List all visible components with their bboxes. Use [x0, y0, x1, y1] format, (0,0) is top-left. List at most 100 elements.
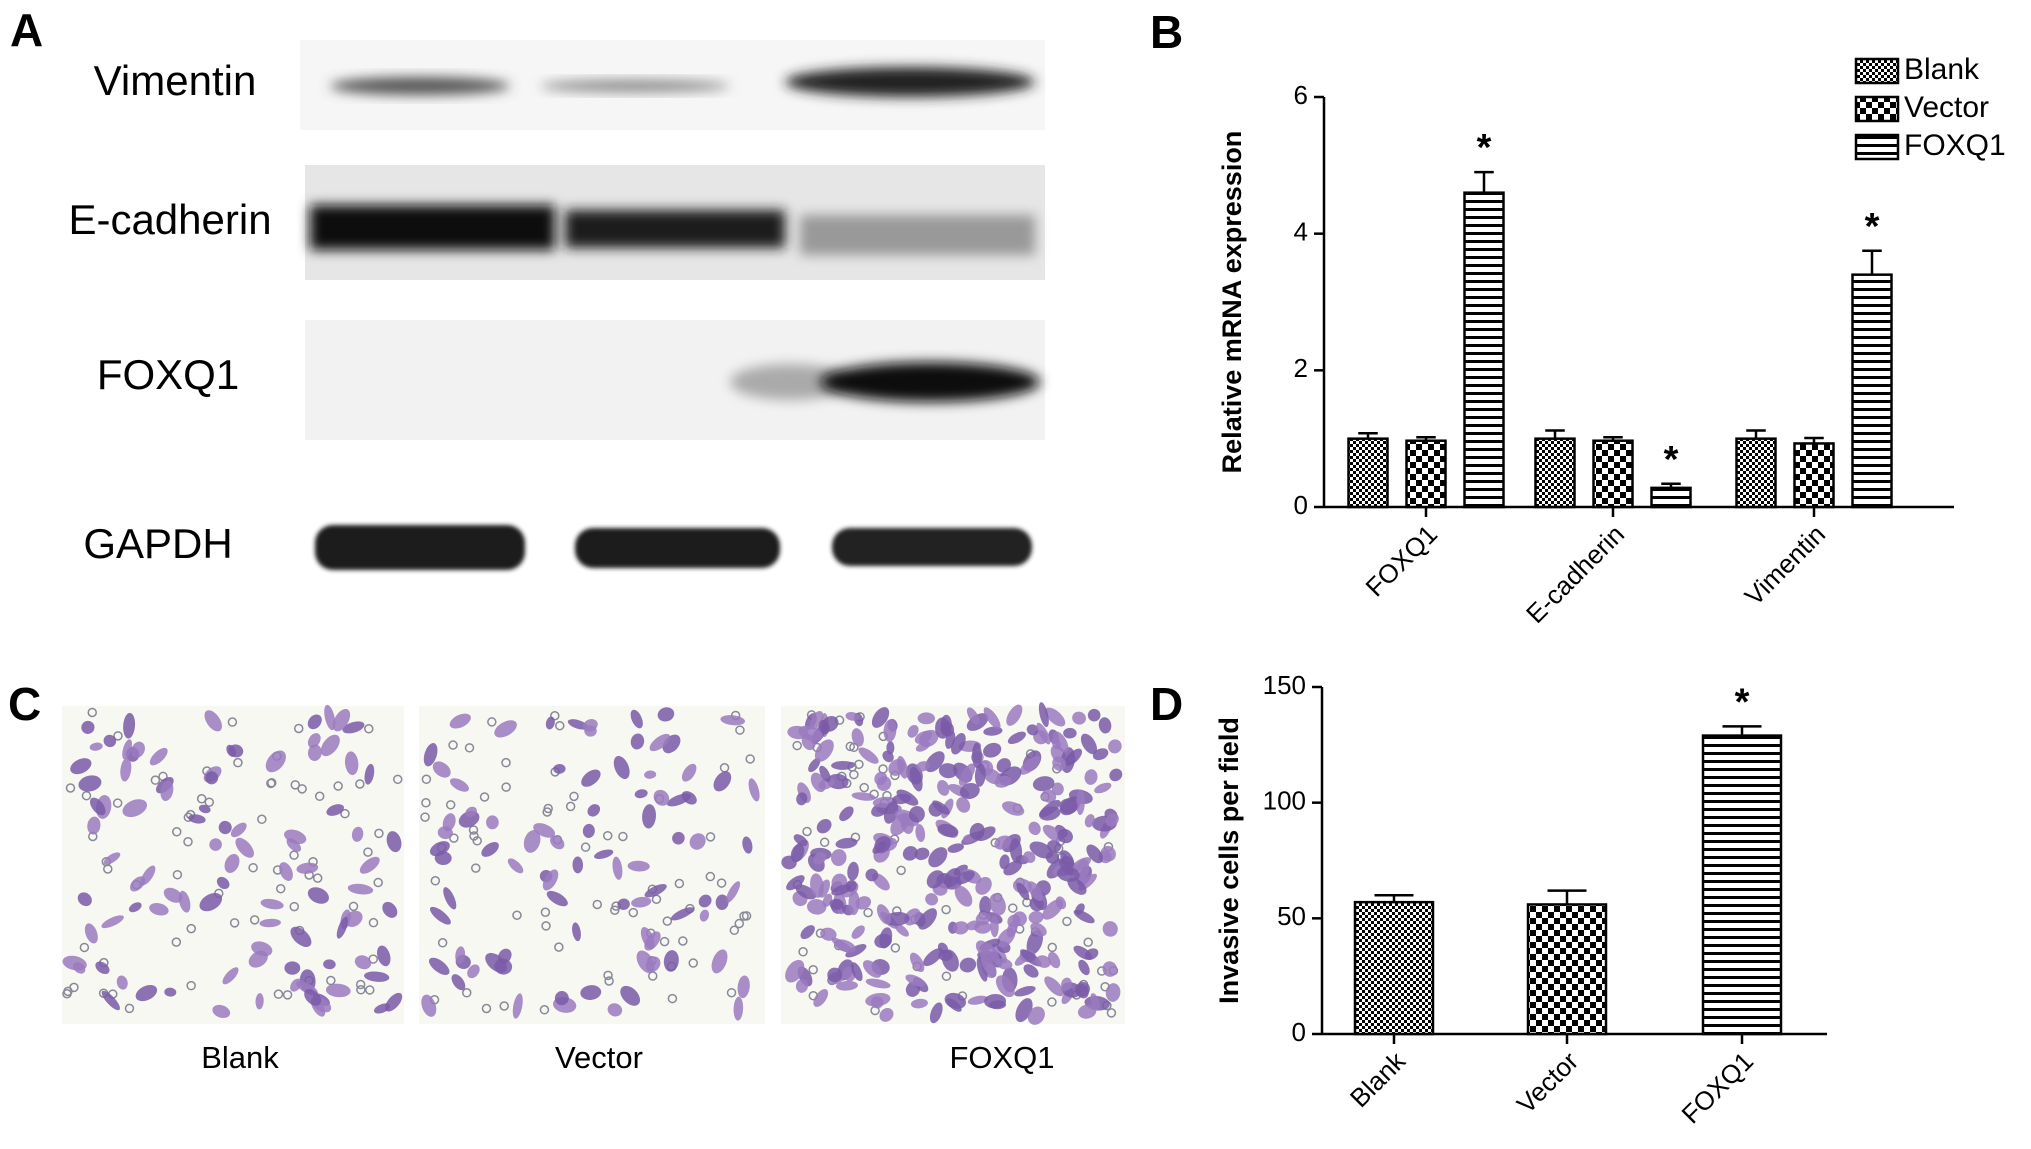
legend-swatch [1854, 133, 1900, 161]
cell [587, 804, 601, 817]
cell [205, 771, 219, 785]
pore [487, 717, 497, 727]
cell [974, 763, 986, 787]
cell [1019, 755, 1041, 775]
pore [314, 791, 325, 802]
cell [926, 870, 945, 889]
cell [831, 760, 855, 770]
error-bar [1545, 429, 1565, 439]
cell [1063, 727, 1077, 739]
pore [674, 878, 685, 889]
cell [834, 939, 856, 953]
cell [876, 904, 892, 925]
bar [1735, 437, 1777, 509]
cell [572, 856, 584, 874]
cell [883, 719, 897, 742]
error-bar [1722, 725, 1762, 736]
bar [1701, 734, 1783, 1036]
band [565, 210, 785, 248]
cell [627, 860, 650, 872]
cell [902, 846, 918, 861]
cell [851, 925, 865, 939]
cell [851, 792, 876, 801]
cell [122, 799, 148, 818]
cell [373, 1003, 391, 1014]
pore [355, 779, 365, 789]
cell [486, 815, 499, 830]
cell [581, 769, 601, 787]
cell [645, 956, 661, 973]
pore [355, 979, 366, 990]
cell [928, 847, 948, 868]
western-blot [300, 40, 1045, 570]
cell [958, 763, 976, 787]
band [820, 362, 1040, 402]
y-tick-label: 0 [1294, 490, 1308, 520]
cell [814, 739, 834, 762]
pore [819, 837, 830, 848]
cell [1059, 798, 1078, 814]
pore [667, 993, 678, 1004]
cell [916, 761, 930, 772]
pore [273, 989, 284, 999]
y-tick-label: 0 [1292, 1017, 1306, 1047]
cell [451, 974, 466, 991]
cell [149, 747, 168, 766]
y-tick-label: 6 [1294, 80, 1308, 110]
cell [711, 949, 728, 974]
pore [233, 757, 243, 768]
cell [871, 707, 890, 728]
cell [421, 994, 437, 1017]
pore [150, 775, 161, 785]
pore [798, 947, 808, 957]
cell [284, 961, 301, 975]
cell [546, 890, 568, 907]
cell [937, 823, 959, 838]
panel-label: C [8, 678, 41, 730]
pore [297, 784, 307, 794]
cell [81, 720, 95, 734]
cell [1084, 814, 1095, 828]
cell [681, 791, 697, 805]
cell [351, 826, 364, 842]
cell [672, 831, 685, 845]
cell [1109, 768, 1123, 782]
cell [1032, 776, 1055, 792]
pore [186, 923, 196, 934]
pore [1008, 903, 1018, 913]
cell [785, 959, 805, 983]
cell [116, 975, 128, 990]
cell [344, 751, 359, 776]
pore [859, 782, 869, 793]
cell [617, 898, 630, 910]
cell [437, 826, 453, 840]
pore [604, 976, 614, 986]
pore [356, 985, 366, 995]
cell [449, 713, 471, 729]
cell [140, 865, 156, 886]
panel-label: A [10, 4, 43, 56]
pore [364, 724, 374, 734]
cell [851, 728, 864, 747]
cell [265, 750, 286, 773]
cell [359, 856, 380, 874]
cell [938, 763, 958, 779]
cell [1006, 704, 1023, 726]
bar [1592, 439, 1634, 509]
cell [938, 949, 953, 961]
cell [77, 892, 92, 907]
pore [555, 720, 565, 731]
blot-label: GAPDH [83, 520, 232, 567]
band [310, 205, 555, 250]
pore [249, 915, 260, 925]
cell [870, 996, 884, 1009]
cell [845, 880, 857, 892]
cell [1028, 821, 1041, 836]
cell [443, 887, 457, 910]
cell [935, 717, 951, 739]
bar [1534, 437, 1576, 509]
cell [1108, 739, 1122, 754]
legend-swatch [1854, 95, 1900, 123]
cell [882, 750, 894, 763]
cell [1073, 909, 1095, 924]
